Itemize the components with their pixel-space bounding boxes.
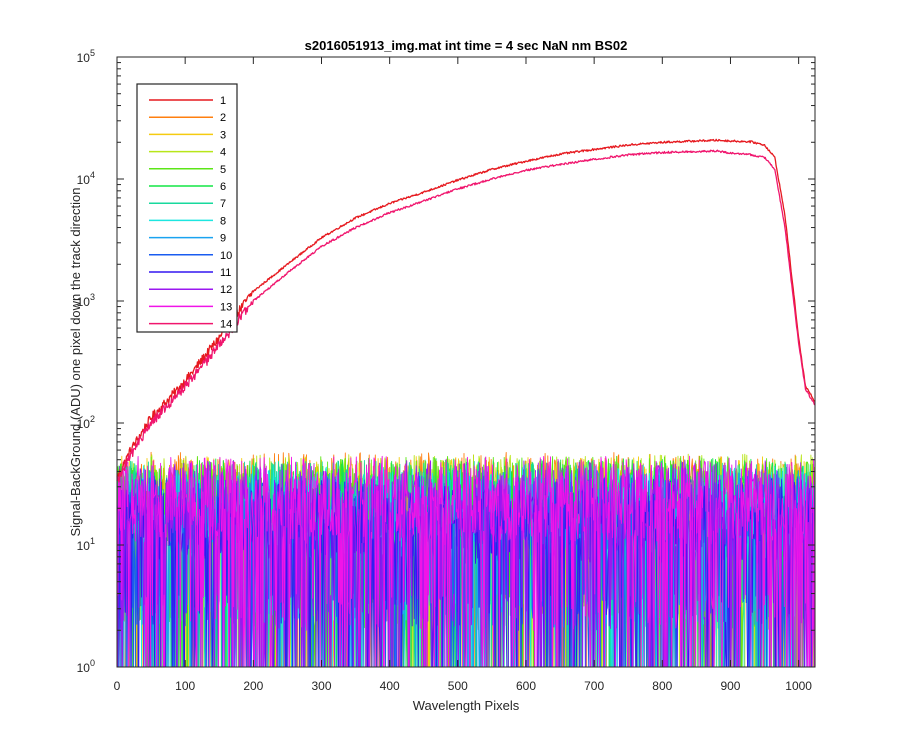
y-tick-base: 10	[77, 417, 91, 431]
y-tick-label: 101	[77, 536, 95, 553]
y-tick-exponent: 5	[90, 48, 95, 58]
y-tick-label: 102	[77, 414, 95, 431]
legend-box	[136, 83, 238, 333]
y-tick-base: 10	[77, 539, 91, 553]
legend-label-4: 4	[220, 147, 226, 159]
y-tick-exponent: 3	[90, 292, 95, 302]
x-tick-label: 900	[720, 679, 740, 693]
x-tick-label: 200	[243, 679, 263, 693]
x-axis: 0 100 200 300 400 500 600 700 800 900 1000	[114, 57, 812, 693]
x-tick-label: 1000	[785, 679, 812, 693]
chart-title: s2016051913_img.mat int time = 4 sec NaN…	[305, 38, 628, 53]
legend-label-8: 8	[220, 215, 226, 227]
x-axis-title: Wavelength Pixels	[413, 698, 520, 713]
y-tick-base: 10	[77, 173, 91, 187]
legend-label-1: 1	[220, 95, 226, 107]
x-tick-label: 300	[311, 679, 331, 693]
y-tick-label: 104	[77, 170, 95, 187]
legend-label-6: 6	[220, 181, 226, 193]
y-tick-base: 10	[77, 661, 91, 675]
legend-label-14: 14	[220, 319, 232, 331]
legend-label-3: 3	[220, 129, 226, 141]
x-tick-label: 100	[175, 679, 195, 693]
y-tick-base: 10	[77, 51, 91, 65]
x-tick-label: 500	[448, 679, 468, 693]
series-line-13	[116, 455, 816, 668]
y-tick-label: 105	[77, 48, 95, 65]
x-tick-label: 0	[114, 679, 121, 693]
legend-label-2: 2	[220, 112, 226, 124]
y-tick-exponent: 2	[90, 414, 95, 424]
x-tick-label: 600	[516, 679, 536, 693]
legend-label-5: 5	[220, 164, 226, 176]
y-tick-label: 100	[77, 658, 95, 675]
legend-label-10: 10	[220, 250, 232, 262]
legend-label-7: 7	[220, 198, 226, 210]
y-tick-base: 10	[77, 295, 91, 309]
legend-label-11: 11	[220, 267, 231, 279]
y-axis-title: Signal-BackGround (ADU) one pixel down t…	[68, 187, 83, 536]
x-tick-label: 400	[380, 679, 400, 693]
y-tick-label: 103	[77, 292, 95, 309]
legend-label-12: 12	[220, 284, 232, 296]
series-layer	[116, 138, 816, 668]
y-tick-exponent: 1	[90, 536, 95, 546]
y-tick-exponent: 4	[90, 170, 95, 180]
legend-label-13: 13	[220, 301, 232, 313]
plot-area-frame	[116, 56, 816, 668]
legend-label-9: 9	[220, 233, 226, 245]
y-tick-exponent: 0	[90, 658, 95, 668]
x-tick-label: 700	[584, 679, 604, 693]
x-tick-label: 800	[652, 679, 672, 693]
